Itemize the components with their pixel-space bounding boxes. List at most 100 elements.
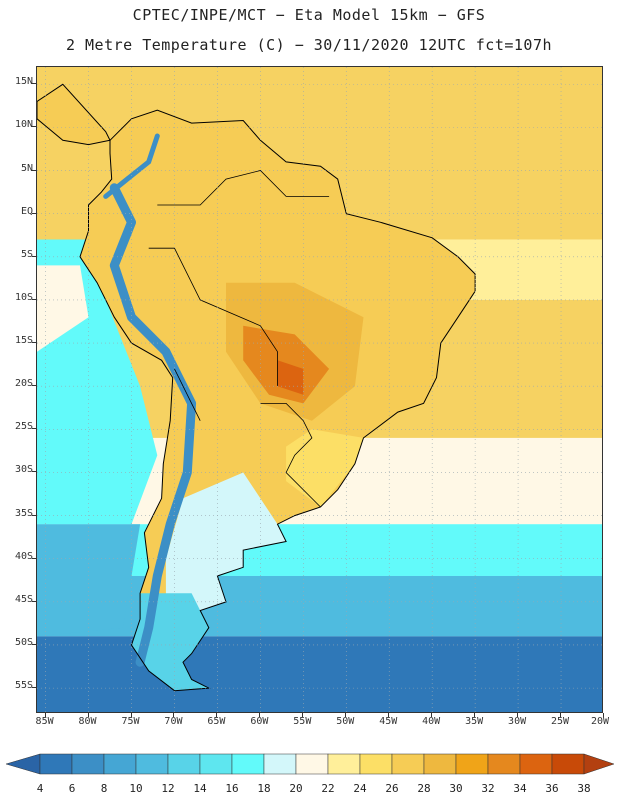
lon-tick-label: 85W bbox=[35, 716, 54, 727]
colorbar-swatch bbox=[39, 753, 73, 775]
lat-tick-label: 10S bbox=[14, 291, 33, 303]
colorbar-level-label: 12 bbox=[161, 782, 175, 795]
lat-tick-mark bbox=[32, 687, 36, 689]
national-border-0 bbox=[148, 247, 278, 387]
lon-tick-mark bbox=[388, 713, 390, 717]
lat-tick-label: 20S bbox=[14, 378, 33, 390]
colorbar-level-label: 36 bbox=[545, 782, 559, 795]
lat-tick-mark bbox=[32, 255, 36, 257]
colorbar-level-label: 16 bbox=[225, 782, 239, 795]
lat-tick-label: 40S bbox=[14, 550, 33, 562]
lon-tick-label: 70W bbox=[164, 716, 183, 727]
lon-tick-mark bbox=[130, 713, 132, 717]
colorbar-swatch bbox=[519, 753, 553, 775]
colorbar-swatch bbox=[167, 753, 201, 775]
colorbar-swatch bbox=[423, 753, 457, 775]
colorbar-level-label: 8 bbox=[100, 782, 108, 795]
colorbar-swatch bbox=[551, 753, 585, 775]
lat-tick-mark bbox=[32, 514, 36, 516]
lon-tick-label: 30W bbox=[508, 716, 527, 727]
colorbar-level-label: 30 bbox=[449, 782, 463, 795]
lat-tick-label: 25S bbox=[14, 421, 33, 433]
colorbar-level-label: 24 bbox=[353, 782, 367, 795]
lat-tick-label: 50S bbox=[14, 636, 33, 648]
lon-tick-label: 35W bbox=[465, 716, 484, 727]
lat-tick-label: 35S bbox=[14, 507, 33, 519]
colorbar-swatch bbox=[327, 753, 361, 775]
colorbar-swatch bbox=[391, 753, 425, 775]
lat-tick-mark bbox=[32, 471, 36, 473]
lon-tick-label: 75W bbox=[121, 716, 140, 727]
colorbar-level-label: 18 bbox=[257, 782, 271, 795]
colorbar-swatch bbox=[71, 753, 105, 775]
lat-tick-mark bbox=[32, 428, 36, 430]
lon-tick-label: 55W bbox=[293, 716, 312, 727]
lat-tick-label: 30S bbox=[14, 464, 33, 476]
central-america-coastline bbox=[37, 83, 111, 146]
lat-tick-mark bbox=[32, 169, 36, 171]
lat-tick-label: 45S bbox=[14, 593, 33, 605]
lon-tick-mark bbox=[302, 713, 304, 717]
colorbar-low-arrow bbox=[5, 753, 41, 775]
coastline bbox=[79, 109, 476, 692]
colorbar-level-label: 10 bbox=[129, 782, 143, 795]
pacific-cream-zone bbox=[37, 265, 89, 352]
lat-tick-mark bbox=[32, 298, 36, 300]
colorbar-level-label: 38 bbox=[577, 782, 591, 795]
map-title-line1: CPTEC/INPE/MCT − Eta Model 15km − GFS bbox=[132, 6, 486, 24]
lon-tick-label: 20W bbox=[590, 716, 610, 727]
colorbar-swatch bbox=[231, 753, 265, 775]
lat-tick-label: 5S bbox=[20, 248, 33, 260]
southern-brazil-mild bbox=[286, 429, 364, 507]
lon-tick-mark bbox=[431, 713, 433, 717]
lon-tick-mark bbox=[474, 713, 476, 717]
lat-tick-mark bbox=[32, 342, 36, 344]
lat-tick-mark bbox=[32, 126, 36, 128]
lon-tick-mark bbox=[517, 713, 519, 717]
lon-tick-mark bbox=[603, 713, 604, 717]
lat-tick-mark bbox=[32, 385, 36, 387]
lon-tick-label: 50W bbox=[336, 716, 355, 727]
lon-tick-label: 80W bbox=[78, 716, 97, 727]
colorbar-swatch bbox=[199, 753, 233, 775]
colorbar-level-label: 26 bbox=[385, 782, 399, 795]
lat-tick-mark bbox=[32, 212, 36, 214]
colorbar-level-label: 20 bbox=[289, 782, 303, 795]
colorbar-swatch bbox=[135, 753, 169, 775]
temperature-map[interactable] bbox=[37, 67, 603, 713]
colorbar-level-label: 14 bbox=[193, 782, 207, 795]
national-border-3 bbox=[157, 170, 330, 206]
temperature-colorbar bbox=[5, 753, 615, 775]
lon-tick-mark bbox=[345, 713, 347, 717]
lon-tick-mark bbox=[259, 713, 261, 717]
lat-tick-label: 15N bbox=[14, 76, 33, 88]
central-america-land bbox=[37, 84, 110, 145]
lon-tick-label: 60W bbox=[250, 716, 269, 727]
ocean-band-6 bbox=[37, 636, 602, 712]
national-border-1 bbox=[260, 402, 321, 508]
pacific-south-zone bbox=[37, 524, 141, 637]
lon-tick-label: 40W bbox=[422, 716, 441, 727]
lat-tick-label: EQ bbox=[20, 205, 33, 217]
lon-tick-mark bbox=[173, 713, 175, 717]
colorbar-level-label: 22 bbox=[321, 782, 335, 795]
colorbar-swatch bbox=[487, 753, 521, 775]
map-title-line2: 2 Metre Temperature (C) − 30/11/2020 12U… bbox=[65, 36, 553, 54]
lon-tick-mark bbox=[560, 713, 562, 717]
lon-tick-label: 25W bbox=[551, 716, 570, 727]
lat-tick-label: 10N bbox=[14, 119, 33, 131]
lat-tick-mark bbox=[32, 557, 36, 559]
map-panel[interactable] bbox=[36, 66, 603, 713]
northern-andes-ridge bbox=[103, 133, 160, 199]
colorbar-level-label: 32 bbox=[481, 782, 495, 795]
lon-tick-label: 65W bbox=[207, 716, 226, 727]
colorbar-swatch bbox=[455, 753, 489, 775]
lat-tick-label: 5N bbox=[20, 162, 33, 174]
lon-tick-label: 45W bbox=[379, 716, 398, 727]
lon-tick-mark bbox=[87, 713, 89, 717]
lat-tick-label: 55S bbox=[14, 680, 33, 692]
colorbar-level-label: 34 bbox=[513, 782, 527, 795]
national-border-2 bbox=[174, 368, 201, 421]
pantanal-hotspot bbox=[277, 360, 304, 395]
colorbar-swatch bbox=[359, 753, 393, 775]
